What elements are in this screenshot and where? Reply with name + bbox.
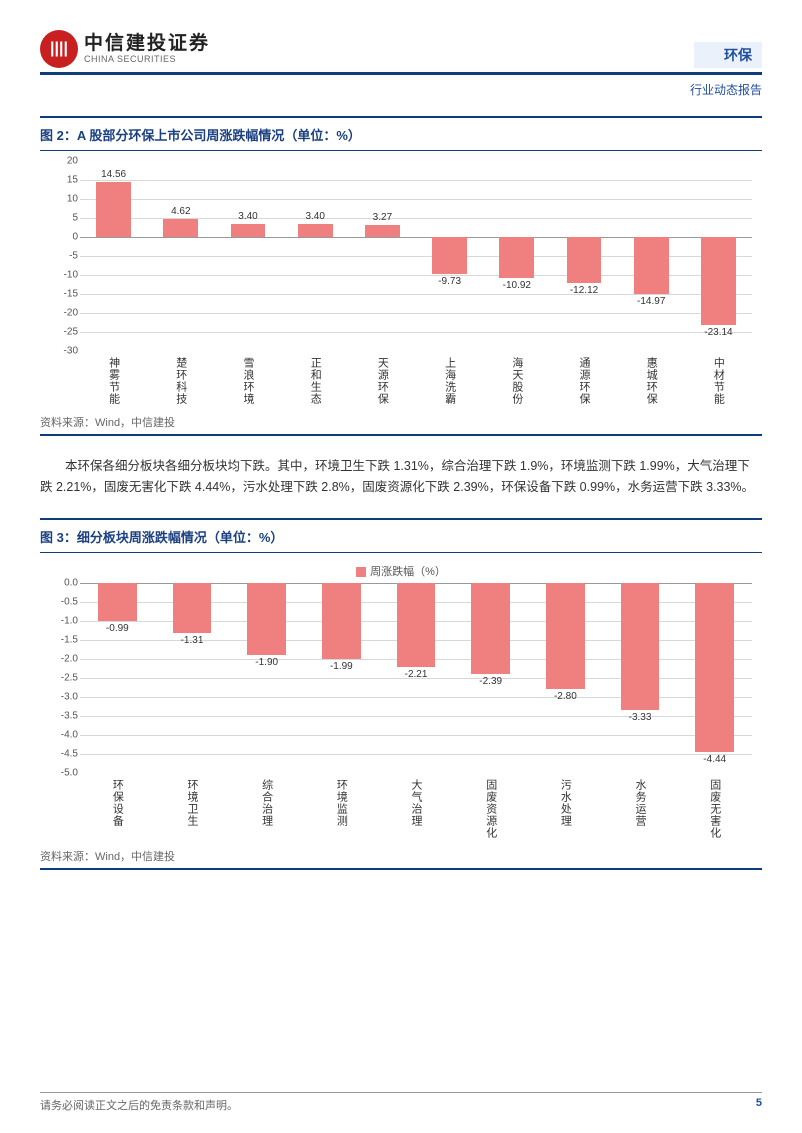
x-axis-label: 固废资源化 bbox=[453, 779, 528, 842]
bar: -9.73 bbox=[416, 161, 483, 351]
figure-3-legend: 周涨跌幅（%） bbox=[40, 563, 762, 579]
bar: -2.21 bbox=[379, 583, 454, 773]
bar: -1.90 bbox=[229, 583, 304, 773]
x-axis-label: 海天股份 bbox=[483, 357, 550, 408]
bar: -2.80 bbox=[528, 583, 603, 773]
x-axis-label: 大气治理 bbox=[379, 779, 454, 842]
bar: -14.97 bbox=[618, 161, 685, 351]
bar: -1.31 bbox=[155, 583, 230, 773]
page-header: |||| 中信建投证券 CHINA SECURITIES 环保 bbox=[40, 30, 762, 68]
bar: 3.27 bbox=[349, 161, 416, 351]
x-axis-label: 楚环科技 bbox=[147, 357, 214, 408]
page-footer: 请务必阅读正文之后的免责条款和声明。 5 bbox=[40, 1092, 762, 1113]
x-axis-label: 综合治理 bbox=[229, 779, 304, 842]
bar: -23.14 bbox=[685, 161, 752, 351]
bar: -0.99 bbox=[80, 583, 155, 773]
report-type: 行业动态报告 bbox=[40, 81, 762, 98]
bar: -3.33 bbox=[603, 583, 678, 773]
bar: 3.40 bbox=[214, 161, 281, 351]
bar: -10.92 bbox=[483, 161, 550, 351]
x-axis-label: 惠城环保 bbox=[618, 357, 685, 408]
figure-2: 图 2：A 股部分环保上市公司周涨跌幅情况（单位：%） -30-25-20-15… bbox=[40, 116, 762, 436]
logo-text-cn: 中信建投证券 bbox=[84, 34, 210, 55]
bar: -1.99 bbox=[304, 583, 379, 773]
x-axis-label: 水务运营 bbox=[603, 779, 678, 842]
body-paragraph: 本环保各细分板块各细分板块均下跌。其中，环境卫生下跌 1.31%，综合治理下跌 … bbox=[40, 456, 762, 499]
x-axis-label: 神雾节能 bbox=[80, 357, 147, 408]
x-axis-label: 环境卫生 bbox=[155, 779, 230, 842]
figure-3-chart: -5.0-4.5-4.0-3.5-3.0-2.5-2.0-1.5-1.0-0.5… bbox=[80, 583, 752, 773]
x-axis-label: 污水处理 bbox=[528, 779, 603, 842]
bar: -12.12 bbox=[550, 161, 617, 351]
figure-2-title: 图 2：A 股部分环保上市公司周涨跌幅情况（单位：%） bbox=[40, 121, 762, 148]
logo-mark-icon: |||| bbox=[40, 30, 78, 68]
bar: -2.39 bbox=[453, 583, 528, 773]
page-number: 5 bbox=[756, 1097, 762, 1113]
figure-3-source: 资料来源：Wind，中信建投 bbox=[40, 848, 762, 864]
figure-2-source: 资料来源：Wind，中信建投 bbox=[40, 414, 762, 430]
logo-text-en: CHINA SECURITIES bbox=[84, 55, 210, 65]
x-axis-label: 上海洗霸 bbox=[416, 357, 483, 408]
x-axis-label: 天源环保 bbox=[349, 357, 416, 408]
x-axis-label: 环境监测 bbox=[304, 779, 379, 842]
x-axis-label: 正和生态 bbox=[282, 357, 349, 408]
bar: 14.56 bbox=[80, 161, 147, 351]
bar: -4.44 bbox=[677, 583, 752, 773]
bar: 4.62 bbox=[147, 161, 214, 351]
x-axis-label: 环保设备 bbox=[80, 779, 155, 842]
x-axis-label: 固废无害化 bbox=[677, 779, 752, 842]
x-axis-label: 中材节能 bbox=[685, 357, 752, 408]
x-axis-label: 雪浪环境 bbox=[214, 357, 281, 408]
figure-3-title: 图 3：细分板块周涨跌幅情况（单位：%） bbox=[40, 523, 762, 550]
x-axis-label: 通源环保 bbox=[550, 357, 617, 408]
brand-logo: |||| 中信建投证券 CHINA SECURITIES bbox=[40, 30, 210, 68]
footer-disclaimer: 请务必阅读正文之后的免责条款和声明。 bbox=[40, 1097, 238, 1113]
header-rule bbox=[40, 72, 762, 75]
figure-3: 图 3：细分板块周涨跌幅情况（单位：%） 周涨跌幅（%） -5.0-4.5-4.… bbox=[40, 518, 762, 870]
bar: 3.40 bbox=[282, 161, 349, 351]
figure-2-chart: -30-25-20-15-10-505101520 14.564.623.403… bbox=[80, 161, 752, 351]
sector-badge: 环保 bbox=[694, 42, 762, 68]
